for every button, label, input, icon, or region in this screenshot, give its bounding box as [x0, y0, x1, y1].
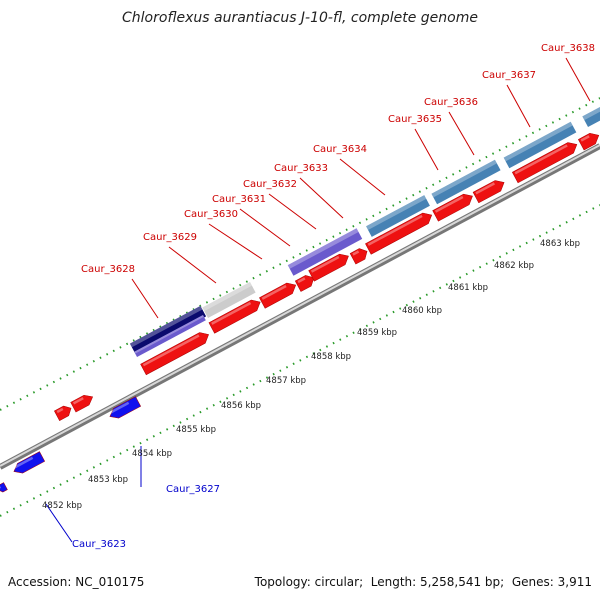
gene-label-caur-3628[interactable]: Caur_3628: [81, 264, 159, 319]
gene-arrow-reverse[interactable]: [0, 482, 8, 494]
gene-arrow-forward[interactable]: [472, 177, 507, 204]
svg-text:4852 kbp: 4852 kbp: [42, 501, 82, 511]
gene-arrow-forward[interactable]: [365, 210, 434, 255]
svg-text:Caur_3633: Caur_3633: [274, 163, 328, 174]
accession-value: NC_010175: [75, 575, 145, 589]
length-label: Length:: [370, 575, 417, 589]
scale-tick-label: 4857 kbp: [266, 376, 306, 386]
svg-text:4860 kbp: 4860 kbp: [402, 306, 442, 316]
feature-band: [129, 106, 600, 358]
feature-block[interactable]: [129, 305, 207, 355]
genome-backbone: [0, 143, 600, 470]
topology-value: circular;: [314, 575, 367, 589]
genome-summary: Topology: circular; Length: 5,258,541 bp…: [255, 575, 592, 589]
gene-label-caur-3636[interactable]: Caur_3636: [424, 97, 478, 156]
scale-tick-label: 4855 kbp: [176, 425, 216, 435]
scale-tick-label: 4863 kbp: [540, 239, 580, 249]
gene-label-caur-3631[interactable]: Caur_3631: [212, 194, 291, 247]
feature-block[interactable]: [431, 159, 501, 205]
gene-label-caur-3638[interactable]: Caur_3638: [541, 43, 595, 102]
gene-arrow-forward[interactable]: [294, 272, 317, 292]
map-title: Chloroflexus aurantiacus J-10-fl, comple…: [122, 10, 478, 26]
svg-text:4853 kbp: 4853 kbp: [88, 475, 128, 485]
accession-label: Accession:: [8, 575, 72, 589]
gene-arrow-forward[interactable]: [54, 403, 73, 421]
gene-label-caur-3629[interactable]: Caur_3629: [143, 232, 217, 284]
svg-text:Caur_3629: Caur_3629: [143, 232, 197, 243]
gene-label-caur-3630[interactable]: Caur_3630: [184, 209, 263, 260]
svg-text:Caur_3632: Caur_3632: [243, 179, 297, 190]
gene-label-caur-3633[interactable]: Caur_3633: [274, 163, 344, 219]
gene-label-caur-3627[interactable]: Caur_3627: [140, 446, 220, 495]
gene-arrow-forward[interactable]: [349, 246, 370, 265]
topology-label: Topology:: [254, 575, 311, 589]
feature-block[interactable]: [503, 121, 577, 169]
gene-arrow-forward[interactable]: [511, 139, 579, 184]
svg-text:Caur_3638: Caur_3638: [541, 43, 595, 54]
feature-block[interactable]: [202, 281, 256, 319]
gene-arrow-reverse[interactable]: [107, 396, 142, 422]
gene-arrow-forward[interactable]: [208, 297, 263, 334]
svg-text:4858 kbp: 4858 kbp: [311, 352, 351, 362]
gene-arrow-forward[interactable]: [259, 280, 298, 309]
scale-tick-label: 4853 kbp: [88, 475, 128, 485]
scale-tick-label: 4862 kbp: [494, 261, 534, 271]
scale-tick-label: 4852 kbp: [42, 501, 82, 511]
svg-text:Caur_3636: Caur_3636: [424, 97, 478, 108]
inner-tick-track: [0, 204, 600, 517]
gene-arrow-reverse[interactable]: [11, 451, 46, 477]
gene-arrow-forward[interactable]: [578, 130, 600, 151]
gene-arrow-forward[interactable]: [70, 392, 96, 413]
feature-block[interactable]: [582, 106, 600, 128]
svg-text:4856 kbp: 4856 kbp: [221, 401, 261, 411]
svg-text:Caur_3630: Caur_3630: [184, 209, 238, 220]
svg-text:4859 kbp: 4859 kbp: [357, 328, 397, 338]
gene-arrow-forward[interactable]: [432, 191, 476, 222]
gene-label-caur-3634[interactable]: Caur_3634: [313, 144, 386, 196]
feature-block[interactable]: [287, 228, 363, 276]
outer-tick-track: [0, 97, 600, 411]
scale-tick-label: 4858 kbp: [311, 352, 351, 362]
svg-text:Caur_3631: Caur_3631: [212, 194, 266, 205]
scale-tick-label: 4859 kbp: [357, 328, 397, 338]
svg-text:Caur_3635: Caur_3635: [388, 114, 442, 125]
gene-arrow-forward[interactable]: [140, 329, 212, 376]
svg-text:Caur_3637: Caur_3637: [482, 70, 536, 81]
svg-text:4855 kbp: 4855 kbp: [176, 425, 216, 435]
scale-tick-label: 4856 kbp: [221, 401, 261, 411]
scale-tick-label: 4854 kbp: [132, 449, 172, 459]
svg-text:4863 kbp: 4863 kbp: [540, 239, 580, 249]
svg-text:Caur_3634: Caur_3634: [313, 144, 367, 155]
scale-tick-label: 4861 kbp: [448, 283, 488, 293]
svg-text:4861 kbp: 4861 kbp: [448, 283, 488, 293]
svg-text:Caur_3627: Caur_3627: [166, 484, 220, 495]
svg-text:Caur_3628: Caur_3628: [81, 264, 135, 275]
gene-label-caur-3632[interactable]: Caur_3632: [243, 179, 317, 230]
gene-label-caur-3623[interactable]: Caur_3623: [45, 503, 126, 550]
feature-block[interactable]: [366, 195, 430, 237]
svg-text:4862 kbp: 4862 kbp: [494, 261, 534, 271]
genes-value: 3,911: [557, 575, 592, 589]
length-value: 5,258,541 bp;: [420, 575, 509, 589]
svg-text:Caur_3623: Caur_3623: [72, 539, 126, 550]
gene-label-caur-3635[interactable]: Caur_3635: [388, 114, 442, 171]
gene-label-caur-3637[interactable]: Caur_3637: [482, 70, 536, 128]
feature-block[interactable]: [134, 314, 206, 358]
svg-text:4854 kbp: 4854 kbp: [132, 449, 172, 459]
svg-text:4857 kbp: 4857 kbp: [266, 376, 306, 386]
scale-tick-label: 4860 kbp: [402, 306, 442, 316]
genes-label: Genes:: [511, 575, 554, 589]
gene-arrow-forward[interactable]: [308, 251, 352, 282]
accession-info: Accession: NC_010175: [8, 575, 144, 589]
